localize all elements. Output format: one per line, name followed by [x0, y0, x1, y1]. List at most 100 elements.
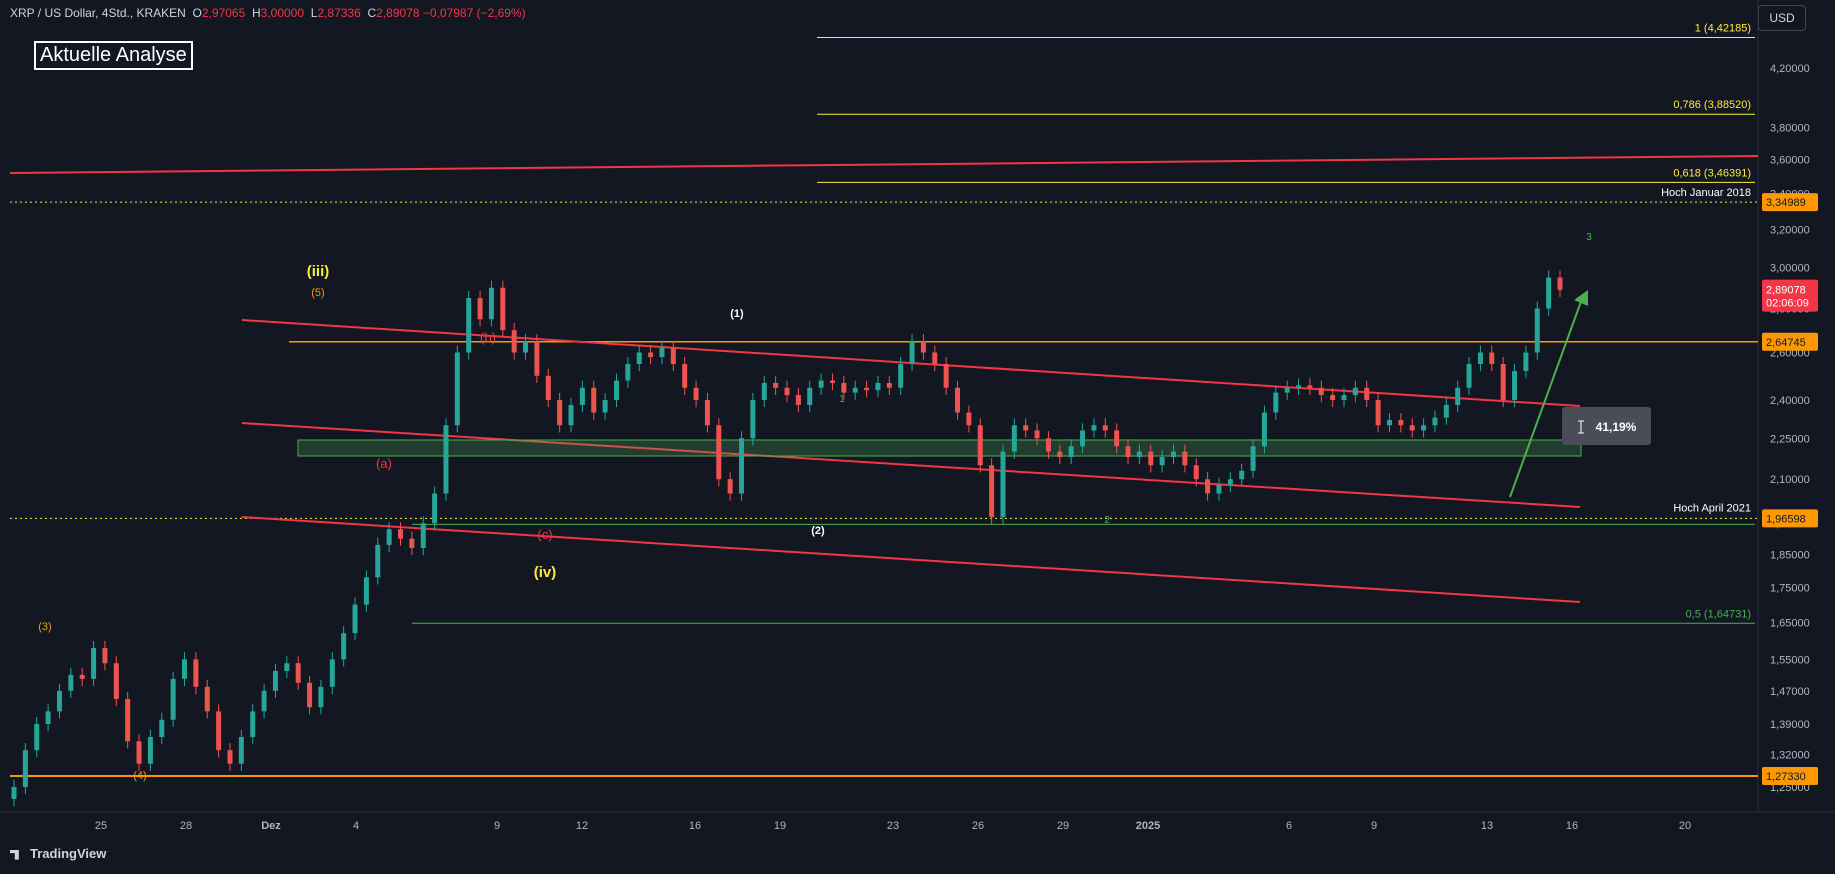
candle-body	[1500, 364, 1506, 400]
ohlc-change: −0,07987 (−2,69%)	[422, 6, 526, 20]
candle-body	[182, 659, 188, 679]
high-jan-2018-label: Hoch Januar 2018	[1661, 187, 1751, 199]
candle-body	[1102, 425, 1108, 431]
candle-body	[1114, 430, 1120, 447]
candle-body	[864, 387, 870, 391]
candle-body	[1489, 352, 1495, 365]
candle-body	[1148, 451, 1154, 466]
projection-arrow-head	[1574, 290, 1588, 306]
high-apr-2021-label: Hoch April 2021	[1673, 502, 1751, 514]
candle-body	[1466, 364, 1472, 388]
candle-body	[227, 750, 233, 764]
candle-body	[488, 287, 494, 320]
y-tick-label: 1,75000	[1770, 582, 1810, 594]
candle-body	[977, 425, 983, 466]
candle-body	[68, 674, 74, 691]
tradingview-logo[interactable]: TradingView	[10, 846, 106, 861]
candle-body	[1216, 484, 1222, 494]
candle-body	[193, 659, 199, 687]
price-tag-current: 2,89078	[1766, 285, 1806, 297]
candle-body	[1034, 430, 1040, 439]
candle-body	[307, 682, 313, 708]
x-tick-label: 12	[576, 820, 588, 832]
y-tick-label: 2,40000	[1770, 395, 1810, 407]
candle-body	[136, 741, 142, 764]
candle-body	[466, 298, 472, 353]
x-tick-label: 29	[1057, 820, 1069, 832]
candle-body	[1409, 425, 1415, 431]
x-tick-label: 20	[1679, 820, 1691, 832]
x-tick-label: 19	[774, 820, 786, 832]
candle-body	[1205, 479, 1211, 494]
wave-label: (3)	[38, 621, 51, 633]
x-tick-label: 4	[353, 820, 359, 832]
candle-body	[261, 690, 267, 712]
x-tick-label: 28	[180, 820, 192, 832]
candle-body	[1045, 438, 1051, 452]
candle-body	[1284, 387, 1290, 393]
candle-body	[613, 380, 619, 400]
candle-body	[693, 387, 699, 400]
candle-body	[216, 711, 222, 751]
candle-body	[1546, 277, 1552, 309]
wave-label: 3	[1586, 232, 1592, 243]
candle-body	[704, 399, 710, 426]
candle-body	[807, 387, 813, 405]
candle-body	[1455, 387, 1461, 405]
candle-body	[682, 364, 688, 388]
candle-body	[886, 382, 892, 388]
ohlc-high: H3,00000	[251, 6, 305, 20]
candle-body	[91, 648, 97, 679]
tradingview-brand: TradingView	[30, 846, 107, 861]
candle-body	[625, 364, 631, 381]
candle-body	[1477, 352, 1483, 365]
candle-body	[113, 663, 119, 699]
wave-label: (a)	[376, 456, 392, 471]
candle-body	[1057, 451, 1063, 458]
candle-body	[147, 736, 153, 764]
y-tick-label: 3,80000	[1770, 122, 1810, 134]
candle-body	[784, 387, 790, 396]
price-tag-orange-bg	[1762, 332, 1818, 351]
candle-body	[648, 352, 654, 358]
candle-body	[398, 529, 403, 539]
candle-body	[852, 387, 858, 393]
candle-body	[34, 724, 40, 751]
candle-body	[1080, 430, 1086, 447]
price-tag-low: 1,27330	[1766, 771, 1806, 783]
candle-body	[1341, 395, 1347, 400]
projection-arrow	[1509, 295, 1584, 498]
wave-label: 2	[1104, 515, 1110, 526]
candle-body	[920, 341, 926, 353]
countdown-label: 02:06:09	[1766, 298, 1809, 310]
candle-body	[295, 663, 301, 683]
x-tick-label: 16	[689, 820, 701, 832]
candle-body	[1364, 387, 1370, 400]
price-tag-high-jan: 3,34989	[1766, 197, 1806, 209]
wave-label: (c)	[537, 527, 552, 542]
price-tag-low-bg	[1762, 767, 1818, 786]
candle-body	[102, 648, 108, 664]
candle-body	[818, 380, 824, 388]
x-tick-label: 16	[1566, 820, 1578, 832]
candle-body	[1307, 385, 1313, 388]
candle-body	[341, 633, 347, 660]
candle-body	[1182, 451, 1188, 466]
candle-body	[1091, 425, 1097, 431]
candle-body	[727, 479, 733, 494]
x-tick-label: 9	[494, 820, 500, 832]
candle-body	[272, 670, 278, 691]
candle-body	[329, 659, 335, 687]
x-tick-label: Dez	[261, 820, 281, 832]
y-tick-label: 3,20000	[1770, 224, 1810, 236]
candle-body	[739, 438, 745, 494]
support-zone	[297, 439, 1582, 457]
tradingview-logo-icon	[10, 849, 19, 860]
candle-body	[750, 399, 756, 439]
candle-body	[56, 690, 62, 712]
ohlc-low: L2,87336	[310, 6, 361, 20]
candle-body	[1512, 371, 1518, 400]
y-tick-label: 1,65000	[1770, 617, 1810, 629]
measure-box	[1562, 407, 1651, 445]
